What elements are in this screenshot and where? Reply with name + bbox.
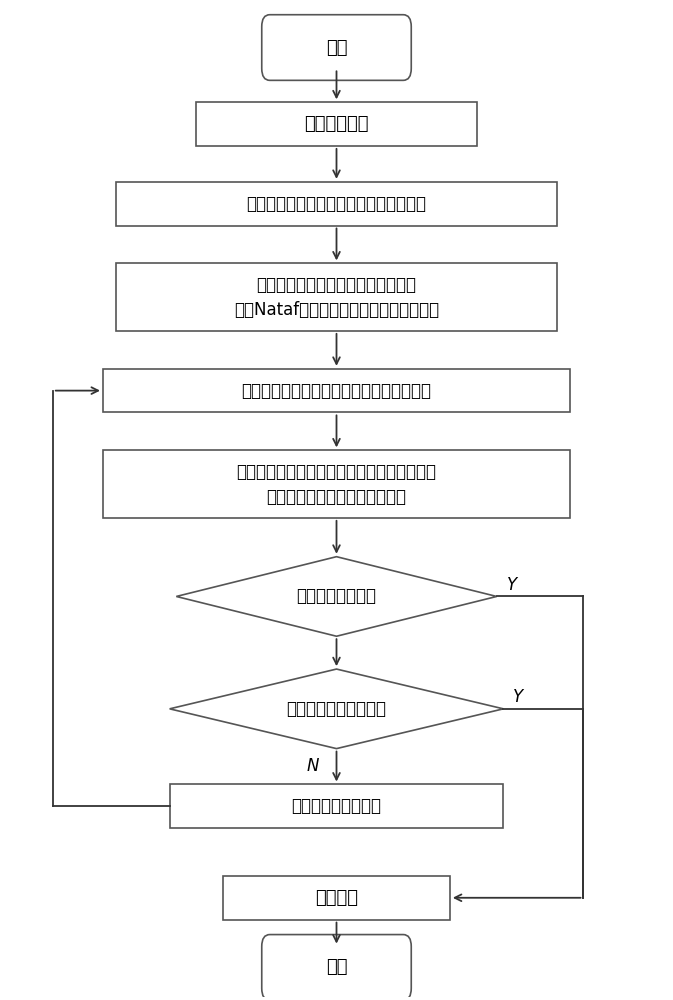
Text: 是否满足机会约束: 是否满足机会约束 [297, 587, 376, 605]
Text: 使用随机响应面法计算计及相关性的概率潮流
得到各状态变量的概率分布函数: 使用随机响应面法计算计及相关性的概率潮流 得到各状态变量的概率分布函数 [236, 463, 437, 506]
Text: 输出结果: 输出结果 [315, 889, 358, 907]
Text: N: N [307, 757, 319, 775]
Text: 确定输入变量的概率分布和相关系数矩阵: 确定输入变量的概率分布和相关系数矩阵 [246, 195, 427, 213]
FancyBboxPatch shape [116, 182, 557, 226]
Text: 计算确定性最优潮流得到一组优化调度方案: 计算确定性最优潮流得到一组优化调度方案 [242, 382, 431, 400]
Polygon shape [170, 669, 503, 749]
Text: 调整机会约束上下界: 调整机会约束上下界 [291, 797, 382, 815]
Text: 开始: 开始 [326, 39, 347, 57]
Text: 结束: 结束 [326, 958, 347, 976]
Text: 是否达到最大迭代次数: 是否达到最大迭代次数 [287, 700, 386, 718]
Text: 输入系统信息: 输入系统信息 [304, 115, 369, 133]
Text: Y: Y [507, 576, 517, 594]
Text: Y: Y [513, 688, 524, 706]
FancyBboxPatch shape [262, 15, 411, 80]
Polygon shape [176, 557, 497, 636]
FancyBboxPatch shape [223, 876, 450, 920]
Text: 将输入变量用标准正态分布变量表示
利用Nataf变换得到标准变量间的相关系数: 将输入变量用标准正态分布变量表示 利用Nataf变换得到标准变量间的相关系数 [234, 276, 439, 319]
FancyBboxPatch shape [197, 102, 476, 146]
FancyBboxPatch shape [103, 369, 570, 412]
FancyBboxPatch shape [103, 450, 570, 518]
FancyBboxPatch shape [262, 935, 411, 1000]
FancyBboxPatch shape [170, 784, 503, 828]
FancyBboxPatch shape [116, 263, 557, 331]
